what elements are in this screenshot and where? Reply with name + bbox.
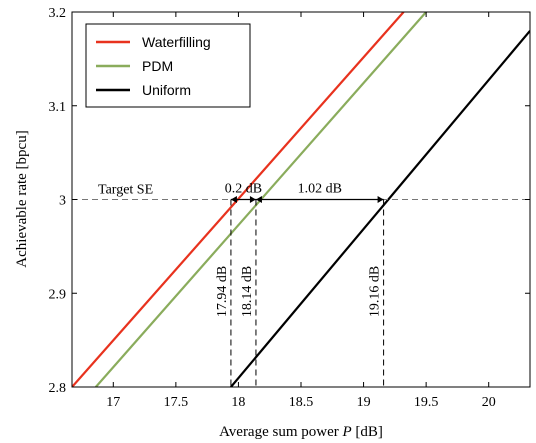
y-axis-ticks: 2.8 2.9 3 3.1 3.2 [49,6,530,396]
y-tick-label: 3.2 [49,6,67,21]
x-tick-label: 19 [357,395,371,410]
marker-label-0: 17.94 dB [215,266,230,317]
gap-arrow-left-1 [255,196,262,203]
x-tick-label: 20 [482,395,496,410]
x-axis-label-variable: P [342,424,352,440]
marker-label-2: 19.16 dB [368,266,383,317]
marker-label-1: 18.14 dB [240,266,255,317]
target-se-label: Target SE [98,183,153,198]
x-axis-ticks: 17 17.5 18 18.5 19 19.5 20 [106,12,496,410]
gap-arrow-right-1 [377,196,384,203]
legend-label-pdm: PDM [142,58,173,74]
annotation-layer: Target SE 17.94 dB 18.14 dB 19.16 dB 0.2 dB 1… [72,182,530,387]
y-tick-label: 3 [59,194,66,209]
gap-arrow-right-0 [249,196,256,203]
x-tick-label: 19.5 [414,395,439,410]
legend: Waterfilling PDM Uniform [85,23,251,108]
x-tick-label: 17.5 [164,395,189,410]
x-tick-label: 17 [106,395,120,410]
x-axis-label-suffix: [dB] [352,424,383,440]
x-tick-label: 18 [231,395,245,410]
y-tick-label: 2.9 [49,287,67,302]
gap-label-0: 0.2 dB [225,182,262,197]
gap-label-1: 1.02 dB [298,182,342,197]
legend-label-uniform: Uniform [142,82,191,98]
series-line-uniform [230,30,530,387]
gap-arrow-left-0 [230,196,237,203]
legend-label-waterfilling: Waterfilling [142,34,211,50]
y-axis-label: Achievable rate [bpcu] [14,130,30,267]
x-axis-label: Average sum power P [dB] [219,424,383,440]
x-tick-label: 18.5 [289,395,314,410]
x-axis-label-prefix: Average sum power [219,424,342,440]
y-tick-label: 2.8 [49,381,67,396]
y-tick-label: 3.1 [49,100,67,115]
